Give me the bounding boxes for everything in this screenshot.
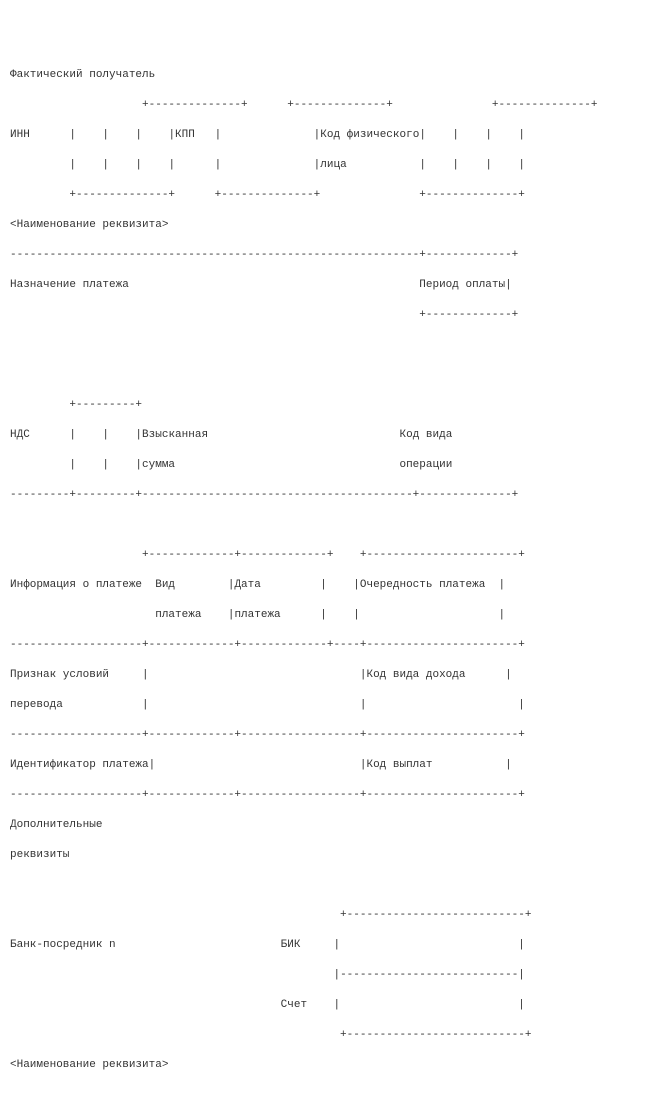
requisite-name-2: <Наименование реквизита>	[10, 1058, 662, 1073]
payment-period-bottom: +-------------+	[10, 308, 662, 323]
label-transfer-conditions: Признак условий | |	[10, 669, 366, 681]
transfer-cond-row-2: перевода | | |	[10, 698, 662, 713]
label-op-type-code: Код вида	[400, 429, 453, 441]
nds-row-1: НДС | | |Взысканная Код вида	[10, 428, 662, 443]
label-payment-date: Дата | |	[234, 579, 359, 591]
bank-border-bottom: +---------------------------+	[10, 1028, 662, 1043]
nds-row-2: | | |сумма операции	[10, 458, 662, 473]
additional-req-1: Дополнительные	[10, 818, 662, 833]
payment-info-row-1: Информация о платеже Вид |Дата | |Очеред…	[10, 578, 662, 593]
payment-id-row: Идентификатор платежа| |Код выплат |	[10, 758, 662, 773]
label-payout-code: Код выплат |	[366, 759, 511, 771]
label-payment-priority: Очередность платежа |	[360, 579, 505, 591]
label-payment-id: Идентификатор платежа| |	[10, 759, 366, 771]
section-title: Фактический получатель	[10, 68, 662, 83]
label-bik: БИК	[281, 939, 334, 951]
inn-border-top: +--------------+ +--------------+ +-----…	[10, 98, 662, 113]
field-kod-fiz[interactable]: | | | |	[419, 129, 525, 141]
bank-row-2: |---------------------------|	[10, 968, 662, 983]
divider-3: --------------------+-------------+-----…	[10, 638, 662, 653]
inn-border-bottom: +--------------+ +--------------+ +-----…	[10, 188, 662, 203]
bank-border-top: +---------------------------+	[10, 908, 662, 923]
label-account: Счет	[281, 999, 334, 1011]
requisite-name-1: <Наименование реквизита>	[10, 218, 662, 233]
divider-5: --------------------+-------------+-----…	[10, 788, 662, 803]
divider-2: ---------+---------+--------------------…	[10, 488, 662, 503]
divider-1: ----------------------------------------…	[10, 248, 662, 263]
payment-purpose-row: Назначение платежа Период оплаты|	[10, 278, 662, 293]
inn-row-1: ИНН | | | |КПП | |Код физического| | | |	[10, 128, 662, 143]
additional-req-2: реквизиты	[10, 848, 662, 863]
field-account[interactable]: | |	[333, 999, 524, 1011]
blank-2	[10, 368, 662, 383]
label-kod-fiz: Код физического	[320, 129, 419, 141]
label-payment-period: Период оплаты|	[419, 279, 511, 291]
blank-3	[10, 518, 662, 533]
label-nds: НДС	[10, 429, 69, 441]
inn-row-2: | | | | | |лица | | | |	[10, 158, 662, 173]
blank-4	[10, 878, 662, 893]
field-bik[interactable]: | |	[333, 939, 524, 951]
bank-row-3: Счет | |	[10, 998, 662, 1013]
label-payment-purpose: Назначение платежа	[10, 279, 129, 291]
divider-4: --------------------+-------------+-----…	[10, 728, 662, 743]
payment-info-row-2: платежа |платежа | | |	[10, 608, 662, 623]
label-income-type-code: Код вида дохода |	[366, 669, 511, 681]
transfer-cond-row-1: Признак условий | |Код вида дохода |	[10, 668, 662, 683]
label-payment-info: Информация о платеже	[10, 579, 142, 591]
field-inn[interactable]: | | | |	[69, 129, 175, 141]
label-kpp: КПП	[175, 129, 215, 141]
bank-row-1: Банк-посредник n БИК | |	[10, 938, 662, 953]
label-payment-type: Вид |	[142, 579, 234, 591]
field-kpp[interactable]: | |	[215, 129, 321, 141]
field-nds[interactable]: | | |	[69, 429, 142, 441]
nds-border-top: +---------+	[10, 398, 662, 413]
label-intermediary-bank: Банк-посредник n	[10, 939, 116, 951]
label-collected-sum: Взысканная	[142, 429, 208, 441]
label-inn: ИНН	[10, 129, 69, 141]
payment-info-border-top: +-------------+-------------+ +---------…	[10, 548, 662, 563]
blank-1	[10, 338, 662, 353]
